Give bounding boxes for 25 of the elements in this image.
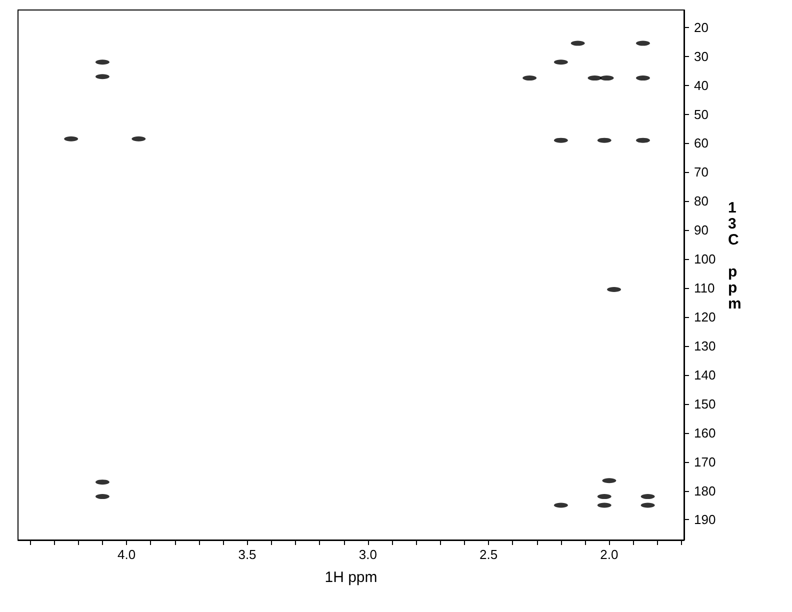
y-tick-label: 130 <box>694 338 716 354</box>
y-tick-label: 20 <box>694 20 708 35</box>
x-tick-label: 4.0 <box>118 547 136 562</box>
y-axis-title: 13C ppm <box>728 200 742 312</box>
x-axis-title: 1H ppm <box>324 569 378 586</box>
y-tick-label: 110 <box>694 280 715 296</box>
y-tick-label: 40 <box>694 78 708 93</box>
y-tick-label: 60 <box>694 136 708 151</box>
x-tick-label: 3.5 <box>238 547 256 562</box>
y-tick-label: 190 <box>694 512 716 528</box>
x-tick-label: 3.0 <box>358 547 377 562</box>
x-tick-label: 2.5 <box>480 547 498 562</box>
y-tick-label: 120 <box>694 309 716 324</box>
y-tick-label: 80 <box>694 194 708 209</box>
y-tick-label: 150 <box>694 396 716 412</box>
y-tick-label: 30 <box>694 48 708 64</box>
y-tick-label: 170 <box>694 454 716 470</box>
y-tick-label: 70 <box>694 164 708 180</box>
y-tick-label: 180 <box>694 483 716 498</box>
y-tick-label: 90 <box>694 222 708 238</box>
y-tick-label: 140 <box>694 367 716 382</box>
x-tick-label: 2.0 <box>600 547 618 562</box>
y-tick-label: 50 <box>694 106 708 122</box>
y-tick-label: 100 <box>694 252 716 267</box>
y-tick-label: 160 <box>694 425 716 440</box>
